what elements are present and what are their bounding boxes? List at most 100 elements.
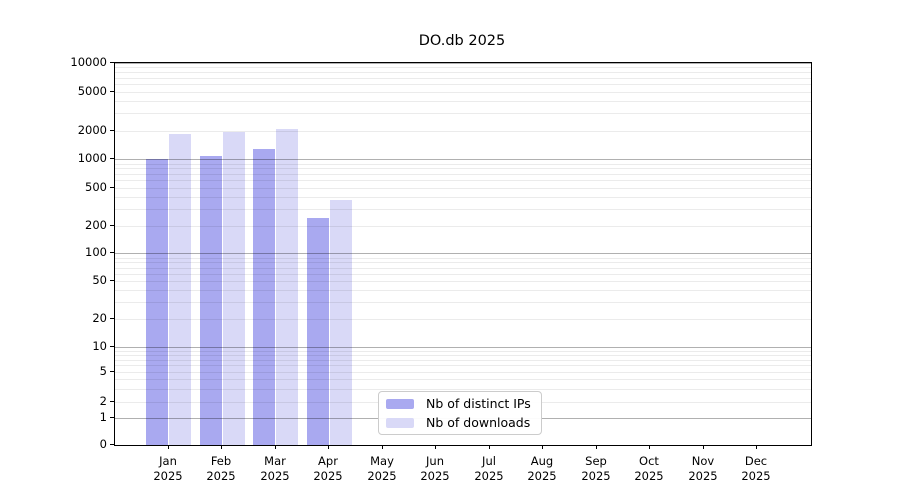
x-tick-label: Oct 2025 xyxy=(634,454,664,483)
y-tick-label: 200 xyxy=(85,218,107,232)
x-tick-mark xyxy=(703,445,704,449)
x-tick-mark xyxy=(756,445,757,449)
gridline xyxy=(115,67,811,68)
gridline xyxy=(115,360,811,361)
y-tick-mark xyxy=(110,158,114,159)
x-tick-mark xyxy=(275,445,276,449)
y-tick-mark xyxy=(110,417,114,418)
gridline xyxy=(115,262,811,263)
y-tick-label: 10 xyxy=(92,339,107,353)
x-tick-mark xyxy=(542,445,543,449)
y-tick-label: 5 xyxy=(99,364,107,378)
gridline xyxy=(115,226,811,227)
y-tick-label: 10000 xyxy=(70,55,107,69)
gridline xyxy=(115,174,811,175)
y-tick-label: 1 xyxy=(99,410,107,424)
gridline xyxy=(115,101,811,102)
x-tick-mark xyxy=(382,445,383,449)
gridline xyxy=(115,113,811,114)
gridline xyxy=(115,290,811,291)
y-tick-label: 20 xyxy=(92,311,107,325)
y-tick-mark xyxy=(110,187,114,188)
legend-label-distinct-ips: Nb of distinct IPs xyxy=(426,395,531,411)
gridline xyxy=(115,72,811,73)
gridline xyxy=(115,319,811,320)
y-tick-mark xyxy=(110,346,114,347)
gridline xyxy=(115,389,811,390)
y-tick-mark xyxy=(110,371,114,372)
gridline xyxy=(115,63,811,64)
y-tick-label: 2 xyxy=(99,394,107,408)
x-tick-label: Jan 2025 xyxy=(153,454,183,483)
y-tick-mark xyxy=(110,401,114,402)
bar-downloads-apr xyxy=(330,200,352,445)
x-tick-mark xyxy=(649,445,650,449)
y-tick-label: 500 xyxy=(85,180,107,194)
legend-row-distinct-ips: Nb of distinct IPs xyxy=(379,396,541,412)
gridline xyxy=(115,274,811,275)
x-tick-mark xyxy=(596,445,597,449)
bar-distinct-ips-apr xyxy=(307,218,329,445)
gridline xyxy=(115,131,811,132)
plot-area xyxy=(114,62,812,446)
gridline xyxy=(115,84,811,85)
bar-distinct-ips-feb xyxy=(200,156,222,445)
gridline xyxy=(115,253,811,254)
distinct-ips-swatch-icon xyxy=(386,398,414,409)
y-tick-label: 5000 xyxy=(77,84,107,98)
gridline xyxy=(115,302,811,303)
x-tick-label: Jul 2025 xyxy=(474,454,504,483)
gridline xyxy=(115,168,811,169)
gridline xyxy=(115,379,811,380)
x-tick-label: May 2025 xyxy=(367,454,397,483)
x-tick-label: Dec 2025 xyxy=(741,454,771,483)
gridline xyxy=(115,164,811,165)
x-tick-mark xyxy=(435,445,436,449)
y-tick-mark xyxy=(110,130,114,131)
y-tick-mark xyxy=(110,280,114,281)
x-tick-mark xyxy=(489,445,490,449)
gridline xyxy=(115,188,811,189)
bar-downloads-jan xyxy=(169,134,191,445)
y-tick-mark xyxy=(110,318,114,319)
x-tick-label: Jun 2025 xyxy=(420,454,450,483)
legend-label-downloads: Nb of downloads xyxy=(426,414,531,430)
legend-row-downloads: Nb of downloads xyxy=(379,415,541,431)
gridline xyxy=(115,92,811,93)
gridline xyxy=(115,347,811,348)
gridline xyxy=(115,180,811,181)
x-tick-label: Nov 2025 xyxy=(688,454,718,483)
gridline xyxy=(115,281,811,282)
gridline xyxy=(115,159,811,160)
y-tick-label: 1000 xyxy=(77,151,107,165)
x-tick-label: Mar 2025 xyxy=(260,454,290,483)
bar-distinct-ips-jan xyxy=(146,159,168,445)
gridline xyxy=(115,372,811,373)
x-tick-mark xyxy=(221,445,222,449)
y-tick-mark xyxy=(110,62,114,63)
x-tick-label: Sep 2025 xyxy=(581,454,611,483)
y-tick-mark xyxy=(110,91,114,92)
gridline xyxy=(115,365,811,366)
chart-title: DO.db 2025 xyxy=(418,33,506,49)
x-tick-label: Feb 2025 xyxy=(206,454,236,483)
y-tick-label: 2000 xyxy=(77,123,107,137)
legend: Nb of distinct IPs Nb of downloads xyxy=(378,391,542,435)
y-tick-mark xyxy=(110,225,114,226)
gridline xyxy=(115,355,811,356)
gridline xyxy=(115,268,811,269)
x-tick-label: Apr 2025 xyxy=(313,454,343,483)
bar-downloads-mar xyxy=(276,129,298,445)
downloads-swatch-icon xyxy=(386,417,414,428)
gridline xyxy=(115,209,811,210)
gridline xyxy=(115,258,811,259)
y-tick-mark xyxy=(110,444,114,445)
gridline xyxy=(115,78,811,79)
y-tick-label: 100 xyxy=(85,245,107,259)
gridline xyxy=(115,351,811,352)
x-tick-mark xyxy=(328,445,329,449)
y-tick-mark xyxy=(110,252,114,253)
gridline xyxy=(115,197,811,198)
x-tick-label: Aug 2025 xyxy=(527,454,557,483)
